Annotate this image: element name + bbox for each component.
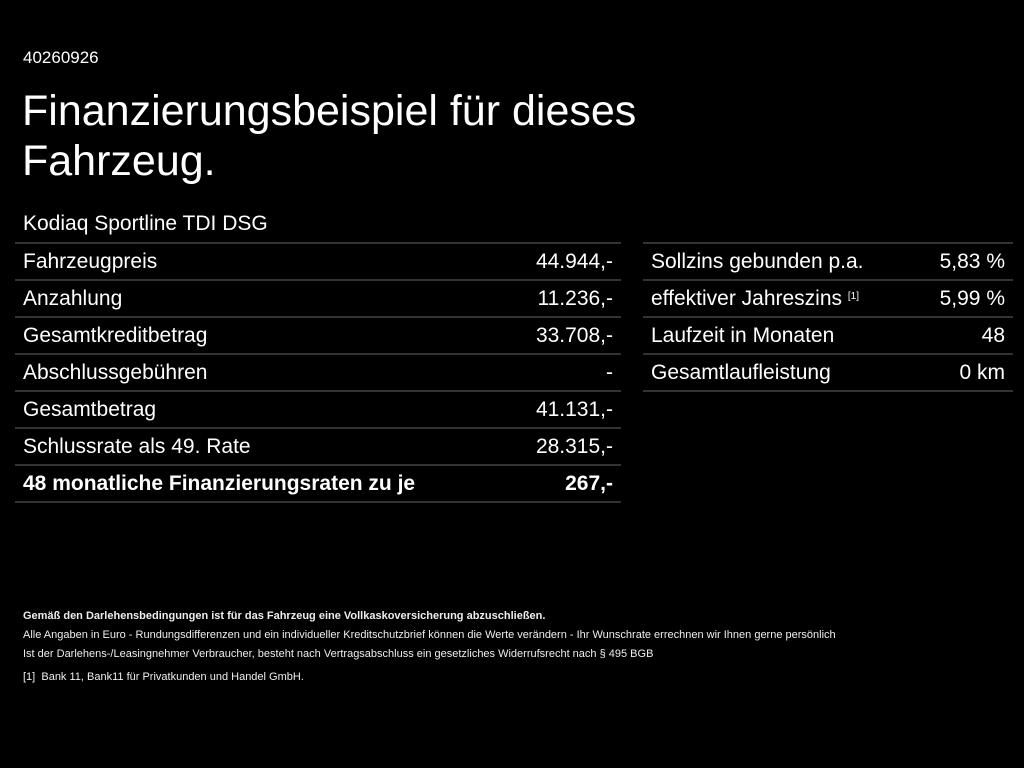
row-value: 267,- [508,465,621,503]
row-label: effektiver Jahreszins [1] [643,280,916,318]
table-row: Gesamtkreditbetrag 33.708,- [15,317,621,355]
row-value: 28.315,- [508,428,621,466]
table-row: Laufzeit in Monaten 48 [643,317,1013,355]
row-value: - [508,354,621,392]
row-label: Laufzeit in Monaten [643,317,916,355]
footnote: [1] Bank 11, Bank11 für Privatkunden und… [23,668,836,687]
table-row: Gesamtlaufleistung 0 km [643,354,1013,392]
label-text: effektiver Jahreszins [651,286,843,310]
row-label: 48 monatliche Finanzierungsraten zu je [15,465,509,503]
row-value: 5,83 % [915,243,1013,281]
table-row: effektiver Jahreszins [1] 5,99 % [643,280,1013,318]
row-value: 0 km [915,354,1013,392]
interest-table: Sollzins gebunden p.a. 5,83 % effektiver … [643,242,1013,392]
footnote-mark: [1] [23,671,36,683]
legal-notes: Gemäß den Darlehensbedingungen ist für d… [23,607,836,687]
table-row: Gesamtbetrag 41.131,- [15,391,621,429]
table-row: Anzahlung 11.236,- [15,280,621,318]
row-label: Gesamtbetrag [15,391,509,429]
row-label: Anzahlung [15,280,509,318]
row-value: 41.131,- [508,391,621,429]
row-label: Schlussrate als 49. Rate [15,428,509,466]
row-label: Abschlussgebühren [15,354,509,392]
row-value: 48 [915,317,1013,355]
financing-table: Fahrzeugpreis 44.944,- Anzahlung 11.236,- … [15,242,621,503]
table-row: Fahrzeugpreis 44.944,- [15,243,621,281]
model-name: Kodiaq Sportline TDI DSG [23,212,268,235]
row-value: 44.944,- [508,243,621,281]
row-label: Fahrzeugpreis [15,243,509,281]
insurance-note: Gemäß den Darlehensbedingungen ist für d… [23,610,546,622]
row-label: Gesamtkreditbetrag [15,317,509,355]
withdrawal-note: Ist der Darlehens-/Leasingnehmer Verbrau… [23,648,654,660]
footnote-text: Bank 11, Bank11 für Privatkunden und Han… [41,671,304,683]
footnote-ref: [1] [847,290,859,302]
table-row: Abschlussgebühren - [15,354,621,392]
row-value: 5,99 % [915,280,1013,318]
table-row: Schlussrate als 49. Rate 28.315,- [15,428,621,466]
row-value: 33.708,- [508,317,621,355]
page-title: Finanzierungsbeispiel für dieses Fahrzeu… [22,87,637,185]
offer-id: 40260926 [23,48,99,67]
row-label: Gesamtlaufleistung [643,354,916,392]
monthly-rate-row: 48 monatliche Finanzierungsraten zu je 26… [15,465,621,503]
table-row: Sollzins gebunden p.a. 5,83 % [643,243,1013,281]
row-label: Sollzins gebunden p.a. [643,243,916,281]
row-value: 11.236,- [508,280,621,318]
euro-note: Alle Angaben in Euro - Rundungsdifferenz… [23,629,836,641]
